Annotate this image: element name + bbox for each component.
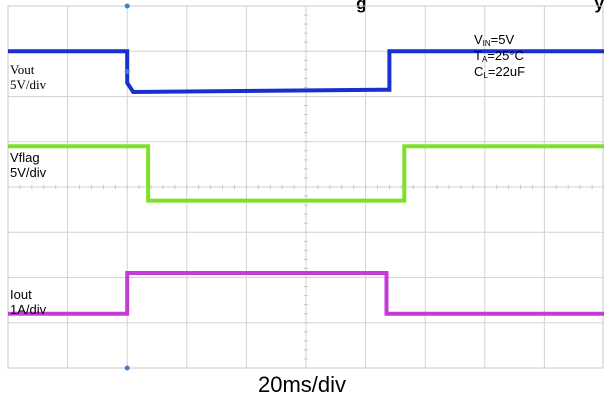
trigger-markers [124, 3, 130, 371]
trigger-marker-level [124, 69, 130, 75]
condition-cl: CL=22uF [474, 64, 526, 80]
trigger-marker-bottom [124, 365, 130, 371]
vflag-label: Vflag 5V/div [10, 150, 47, 180]
traces [8, 49, 604, 316]
iout-trace [8, 271, 604, 316]
vout-label: Vout 5V/div [10, 62, 47, 92]
grid [7, 5, 604, 369]
condition-ta: TA=25°C [474, 48, 524, 64]
vout-trace [8, 49, 604, 95]
condition-vin: VIN=5V [474, 32, 515, 48]
iout-label: Iout 1A/div [10, 287, 47, 317]
vflag-trace [8, 144, 604, 203]
trigger-marker-top [124, 3, 130, 9]
x-axis-label: 20ms/div [257, 372, 347, 397]
